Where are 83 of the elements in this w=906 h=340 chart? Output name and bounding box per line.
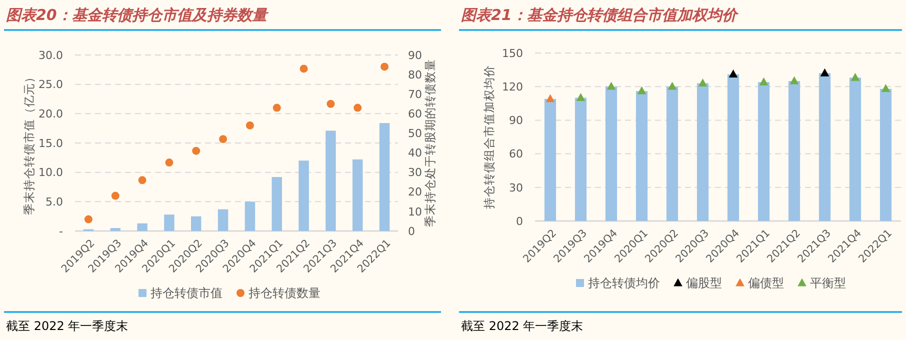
point (326, 100, 335, 108)
bar (218, 209, 228, 231)
y-axis-title: 持仓转债组合市值加权均价 (482, 65, 496, 209)
text: 截至 2022 年一季度末 (6, 319, 128, 333)
y-tick-label: 10.0 (38, 166, 63, 180)
y-axis-title: 季末持仓转债市值（亿元） (22, 71, 36, 215)
y-tick-label: 120 (502, 80, 523, 94)
bar (666, 86, 678, 221)
y-tick-label: 150 (502, 46, 523, 60)
y2-tick-label: 20 (408, 186, 422, 199)
point (111, 192, 120, 200)
point (606, 82, 616, 90)
y-tick-label: 5.0 (46, 196, 63, 209)
point (380, 62, 389, 71)
point (850, 72, 860, 81)
point (668, 82, 677, 90)
bar (379, 123, 390, 231)
y-tick-label: 30 (509, 181, 523, 194)
y-tick-label: 60 (509, 148, 523, 161)
y-tick-label: 15.0 (38, 136, 63, 150)
point (84, 215, 92, 224)
y2-tick-label: 90 (408, 48, 422, 62)
bar (788, 81, 800, 221)
point (272, 104, 281, 112)
bar (137, 223, 148, 231)
point (165, 158, 174, 167)
legend-label: 持仓转债数量 (248, 286, 320, 300)
point (637, 86, 646, 94)
bar (352, 159, 363, 231)
y-tick-label: - (59, 224, 64, 238)
y2-tick-label: 10 (408, 205, 422, 218)
point (354, 104, 362, 112)
legend-label: 持仓转债均价 (588, 276, 660, 290)
y2-tick-label: 0 (408, 224, 415, 238)
point (546, 94, 555, 102)
bar (880, 88, 892, 221)
bar (110, 228, 120, 231)
bar (696, 83, 709, 221)
y-tick-label: 25.0 (38, 78, 63, 92)
bar (544, 98, 556, 221)
y-tick-label: 20.0 (38, 108, 63, 121)
legend-label: 偏股型 (686, 276, 722, 290)
bar (605, 86, 618, 221)
chart-title: 图表20：基金转债持仓市值及持券数量 (6, 6, 269, 24)
y2-tick-label: 40 (408, 146, 422, 160)
y2-tick-label: 80 (408, 68, 422, 82)
y-tick-label: 90 (509, 114, 523, 128)
y2-tick-label: 50 (408, 127, 422, 140)
bar (191, 216, 202, 231)
point (192, 146, 200, 155)
y2-tick-label: 30 (408, 166, 422, 180)
bar (636, 91, 648, 221)
point (820, 68, 830, 76)
chart-title: 图表21：基金持仓转债组合市值加权均价 (461, 6, 739, 24)
text: 截至 2022 年一季度末 (461, 319, 584, 333)
bar (164, 214, 174, 231)
point (759, 77, 768, 86)
point (138, 176, 146, 184)
y-tick-label: 30.0 (38, 48, 63, 62)
bar (298, 160, 309, 231)
legend-label: 偏债型 (748, 276, 784, 290)
y2-tick-label: 60 (408, 108, 422, 121)
point (881, 84, 890, 92)
bar (326, 130, 336, 231)
bar (818, 73, 831, 221)
point (698, 78, 708, 86)
y2-tick-label: 70 (408, 88, 422, 101)
bar (849, 78, 862, 221)
point (728, 69, 738, 78)
bar (272, 177, 282, 231)
legend-label: 持仓转债市值 (150, 286, 222, 300)
bar (574, 98, 587, 221)
point (219, 135, 228, 144)
point (790, 76, 799, 84)
point (576, 93, 586, 101)
point (300, 64, 308, 73)
bar (758, 82, 770, 221)
y2-axis-title: 季末持仓处于转股期的转债数量 (423, 59, 437, 227)
bar (727, 74, 740, 221)
bar (244, 202, 256, 231)
y-tick-label: 0 (516, 214, 523, 228)
legend-label: 平衡型 (810, 276, 846, 290)
point (246, 121, 254, 130)
